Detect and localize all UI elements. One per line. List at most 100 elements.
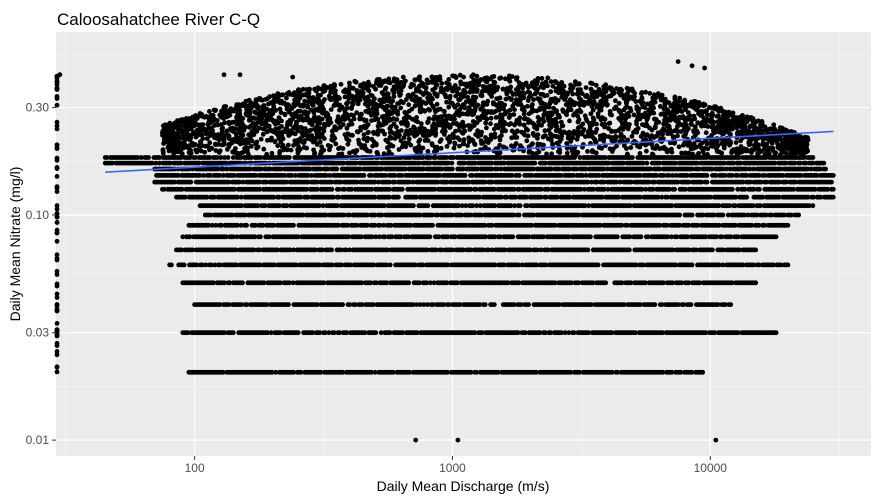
- data-point: [373, 330, 379, 336]
- data-point: [796, 212, 801, 218]
- data-point: [424, 247, 430, 253]
- data-point: [710, 247, 715, 253]
- data-point: [640, 262, 646, 268]
- data-point: [222, 280, 227, 286]
- data-point: [566, 330, 572, 336]
- data-point: [269, 369, 275, 375]
- data-point: [387, 262, 393, 268]
- data-point: [660, 369, 666, 375]
- data-point: [425, 203, 431, 209]
- data-point: [414, 330, 420, 336]
- data-point: [516, 262, 521, 268]
- data-point: [633, 330, 638, 336]
- data-point: [519, 262, 525, 268]
- data-point: [638, 234, 644, 240]
- data-point: [427, 234, 433, 240]
- data-point: [474, 369, 479, 375]
- data-point: [343, 247, 349, 253]
- data-point: [227, 280, 233, 286]
- chart-title: Caloosahatchee River C-Q: [57, 10, 260, 29]
- data-point: [704, 173, 710, 178]
- data-point: [208, 262, 214, 268]
- data-point: [334, 166, 340, 172]
- data-point: [556, 302, 562, 307]
- data-point: [268, 330, 274, 336]
- data-point: [287, 247, 293, 253]
- data-point: [552, 280, 558, 286]
- data-point: [390, 369, 396, 375]
- data-point: [449, 160, 455, 166]
- data-point: [477, 302, 483, 307]
- data-point: [233, 247, 239, 253]
- data-point: [515, 330, 521, 336]
- data-point: [411, 203, 416, 209]
- data-point: [225, 155, 231, 160]
- data-point: [461, 247, 466, 253]
- data-point: [264, 302, 270, 307]
- data-point: [751, 262, 756, 268]
- data-point: [295, 330, 301, 336]
- data-point: [320, 247, 325, 253]
- data-point: [679, 280, 684, 286]
- data-point: [287, 280, 292, 286]
- data-point: [329, 186, 335, 192]
- data-point: [472, 330, 478, 336]
- data-point: [688, 302, 694, 307]
- data-point: [462, 173, 468, 178]
- data-point: [615, 234, 620, 240]
- data-point: [360, 302, 365, 307]
- data-point: [420, 262, 426, 268]
- data-point: [715, 302, 721, 307]
- data-point: [489, 247, 495, 253]
- data-point: [678, 369, 684, 375]
- data-point: [516, 212, 522, 218]
- data-point: [660, 330, 665, 336]
- data-point: [298, 369, 304, 375]
- data-point: [446, 302, 452, 307]
- data-point: [433, 247, 439, 253]
- data-point: [352, 302, 358, 307]
- data-point: [396, 194, 401, 200]
- data-point: [468, 247, 473, 253]
- data-point: [414, 302, 419, 307]
- data-point: [251, 247, 257, 253]
- data-point: [359, 280, 365, 286]
- data-point: [277, 330, 283, 336]
- data-point: [627, 247, 632, 253]
- data-point: [542, 330, 548, 336]
- data-point: [373, 280, 379, 286]
- data-point: [344, 330, 350, 336]
- data-point: [548, 330, 554, 336]
- data-point: [406, 280, 412, 286]
- data-point: [821, 160, 827, 166]
- data-point: [735, 330, 741, 336]
- data-point: [169, 262, 174, 268]
- data-point: [449, 166, 455, 172]
- data-point: [676, 302, 681, 307]
- data-point: [670, 280, 675, 286]
- data-point: [501, 262, 507, 268]
- data-point: [291, 369, 297, 375]
- data-point: [523, 330, 528, 336]
- data-point: [720, 262, 726, 268]
- data-point: [681, 302, 687, 307]
- data-point: [644, 160, 650, 166]
- data-point: [424, 280, 430, 286]
- data-point: [431, 280, 437, 286]
- data-point: [491, 302, 497, 307]
- data-point: [603, 280, 609, 286]
- data-point: [615, 369, 621, 375]
- data-point: [265, 330, 270, 336]
- data-point: [399, 186, 405, 192]
- data-point: [712, 330, 718, 336]
- data-point: [331, 330, 337, 336]
- data-point: [669, 369, 675, 375]
- data-point: [340, 369, 346, 375]
- data-point: [441, 302, 447, 307]
- data-point: [757, 186, 762, 192]
- data-point: [378, 330, 384, 336]
- data-point: [221, 330, 227, 336]
- data-point: [384, 280, 390, 286]
- data-point: [185, 330, 191, 336]
- data-point: [482, 302, 488, 307]
